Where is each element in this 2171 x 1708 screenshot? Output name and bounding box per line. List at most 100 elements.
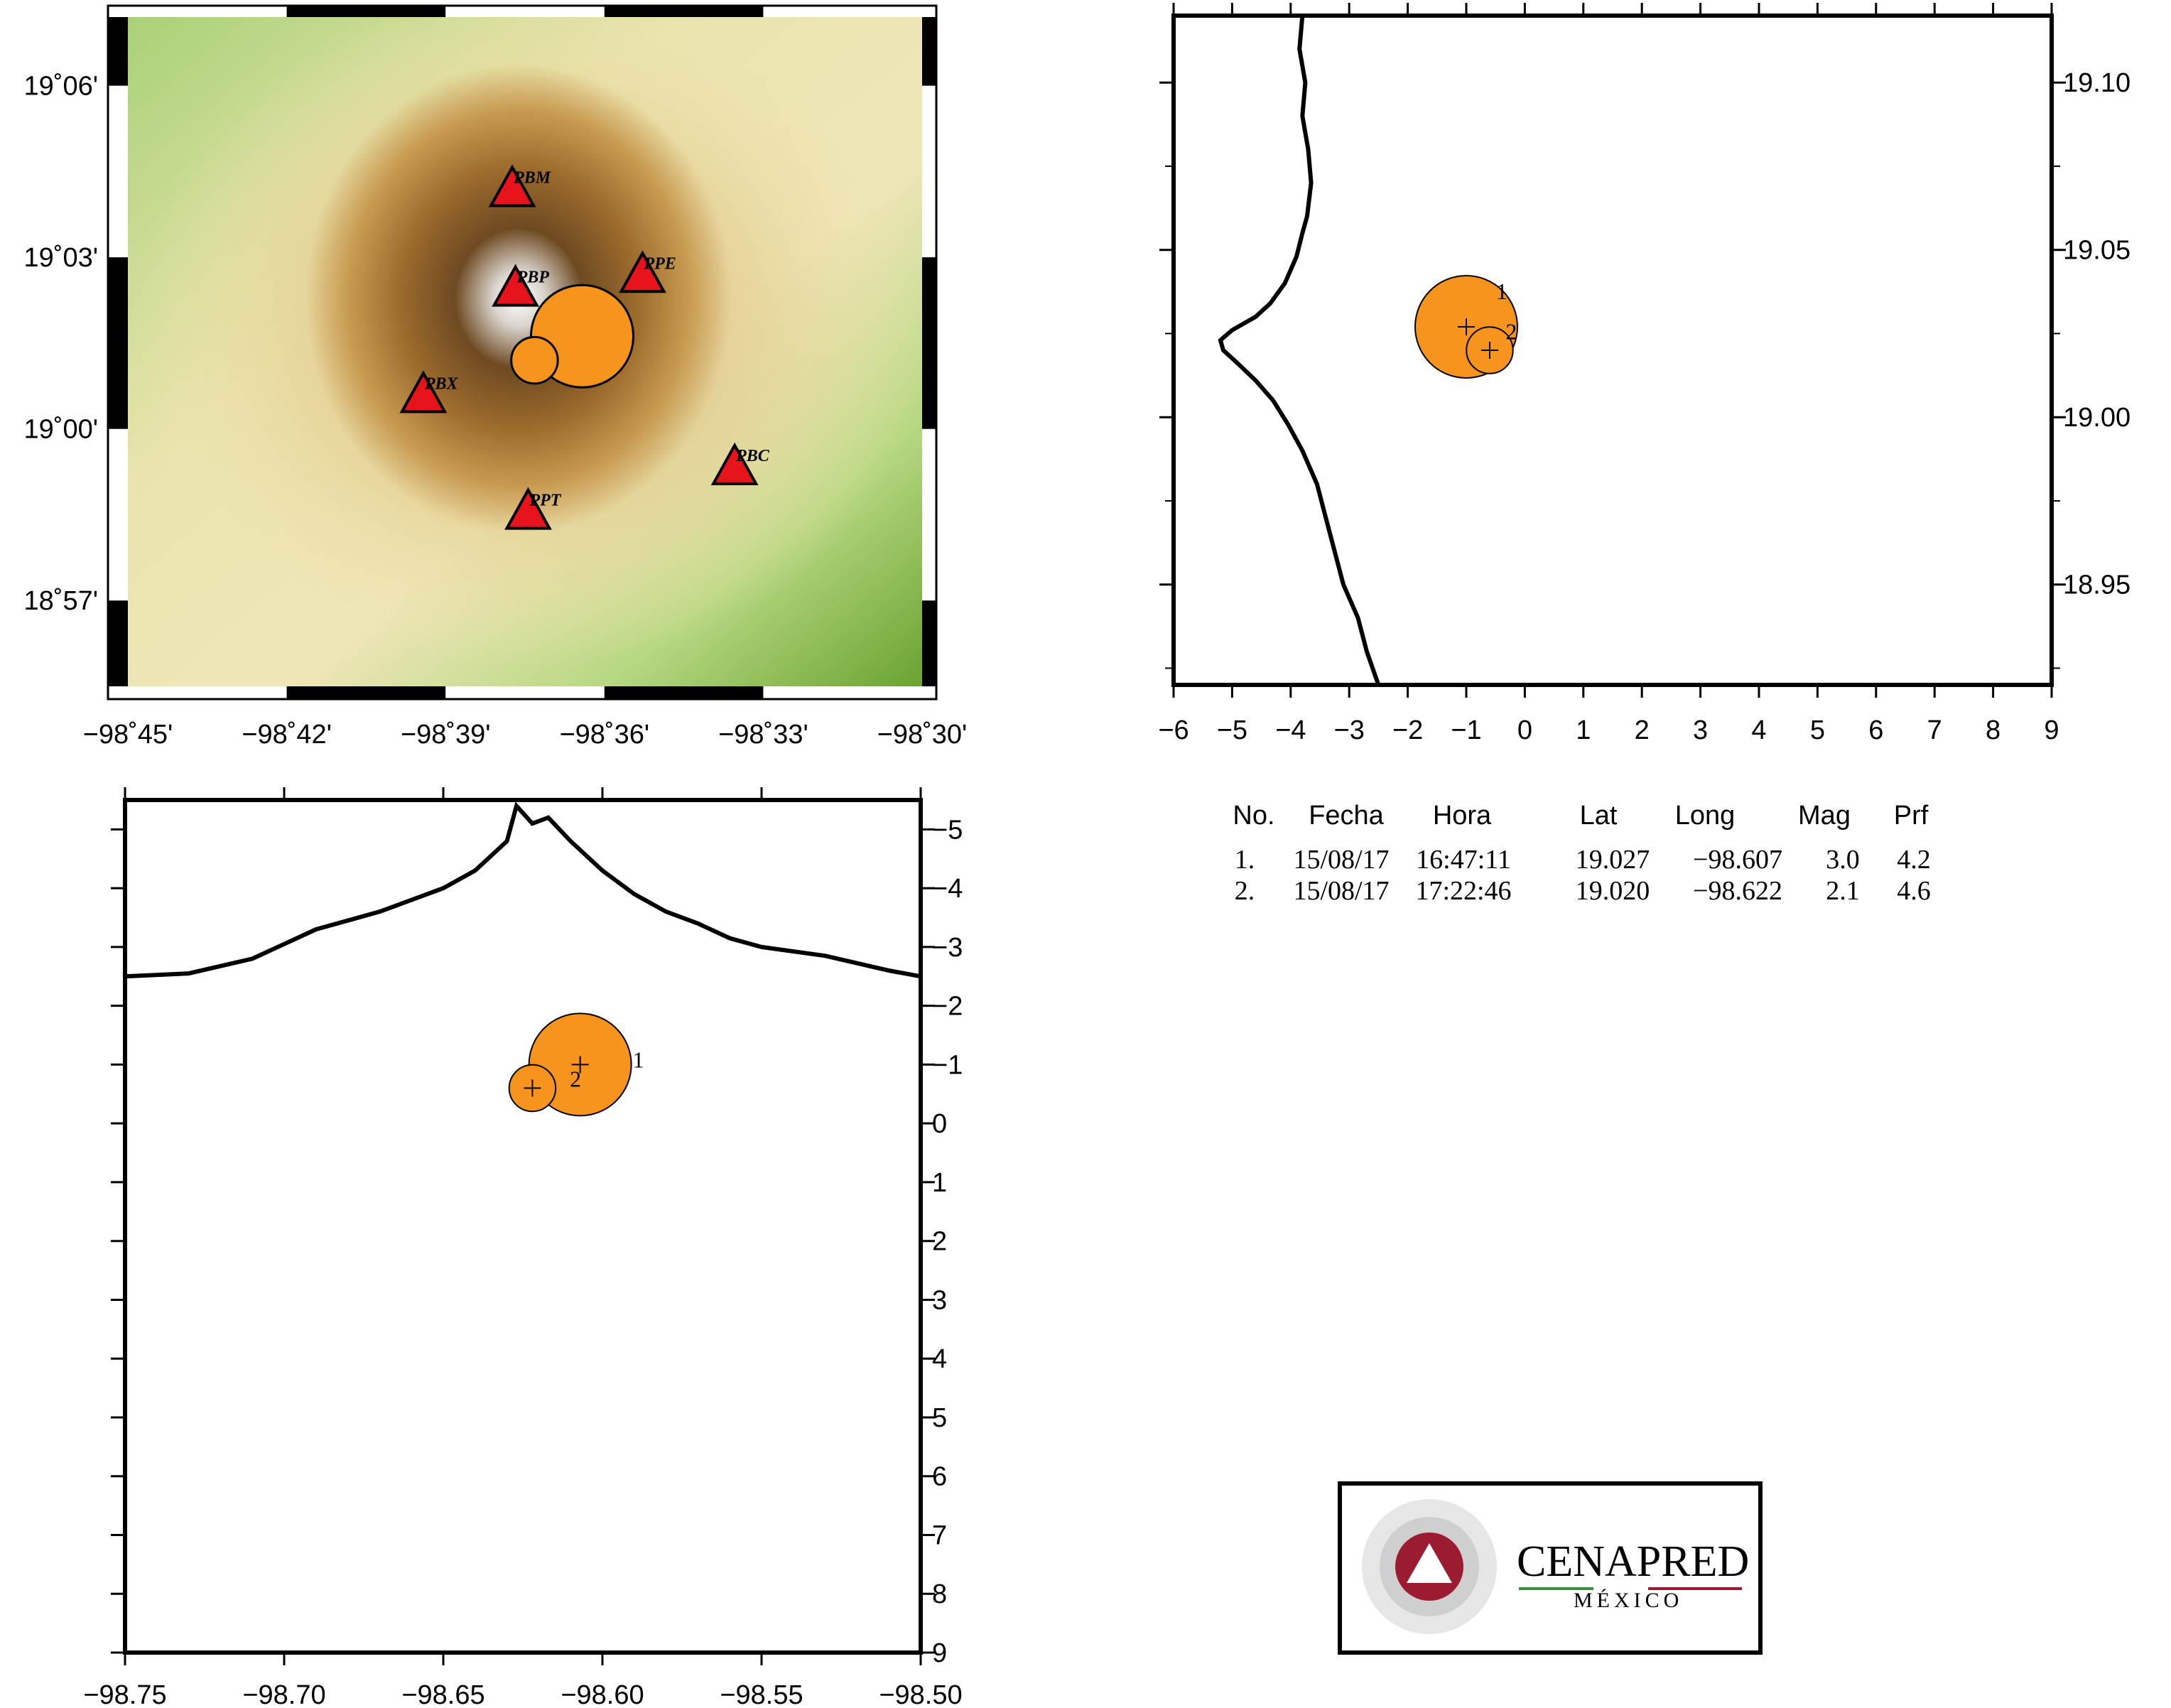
- lon-x-tick-label: −98.55: [720, 1680, 803, 1708]
- event-circle: [510, 335, 559, 385]
- lon-y-tick-label: −1: [932, 1050, 963, 1080]
- map-x-tick-label: −98˚36': [559, 720, 649, 750]
- lat-topography-profile: [1218, 15, 1381, 686]
- lat-y-tick-label: 19.00: [2063, 403, 2131, 433]
- table-cell: 1.: [1235, 845, 1255, 875]
- table-cell: 4.6: [1897, 876, 1931, 906]
- table-cell: 17:22:46: [1415, 876, 1511, 906]
- table-cell: 16:47:11: [1416, 845, 1511, 875]
- lon-x-tick-label: −98.65: [401, 1680, 484, 1708]
- lon-plot-frame: [123, 798, 923, 1655]
- event-label: 1: [1496, 279, 1507, 304]
- table-header-cell: Lat: [1580, 801, 1618, 831]
- lat-plot-frame: [1171, 13, 2054, 687]
- map-x-tick-label: −98˚39': [401, 720, 491, 750]
- lat-x-tick-label: 7: [1927, 715, 1942, 745]
- cenapred-logo: CENAPRED MÉXICO: [1338, 1481, 1763, 1655]
- event-table: No. Fecha Hora Lat Long Mag Prf 1. 15/08/17 16:47…: [1233, 801, 1930, 906]
- table-header-cell: Prf: [1894, 801, 1929, 831]
- station-label: PBM: [513, 169, 552, 188]
- event-label: 2: [570, 1066, 581, 1092]
- lon-y-tick-label: 8: [932, 1579, 947, 1609]
- lon-y-tick-label: −3: [932, 933, 963, 963]
- frame-segment-left: [108, 600, 128, 686]
- event-cross: [1458, 318, 1475, 336]
- lat-x-tick-label: 3: [1693, 715, 1708, 745]
- lat-x-tick-label: 5: [1810, 715, 1825, 745]
- station-marker: [619, 250, 666, 293]
- table-cell: 4.2: [1897, 845, 1931, 875]
- frame-segment-top: [604, 6, 764, 17]
- table-header-cell: Fecha: [1309, 801, 1384, 831]
- station-marker: [488, 164, 536, 207]
- map-x-tick-label: −98˚33': [718, 720, 808, 750]
- lon-y-tick-label: 0: [932, 1109, 947, 1139]
- lat-x-tick-label: 1: [1576, 715, 1591, 745]
- table-cell: 19.020: [1576, 876, 1650, 906]
- lat-y-tick-label: 19.10: [2063, 68, 2131, 98]
- lat-x-tick-label: −6: [1158, 715, 1189, 745]
- latitude-section-panel: −6 −5 −4 −3 −2 −1 0 1 2 3 4 5 6 7 8 9 19.10 19.05 19.00 18.…: [1158, 3, 2131, 745]
- lat-x-tick-label: 4: [1751, 715, 1766, 745]
- station-label: PBC: [735, 447, 770, 465]
- map-panel: −98˚45' −98˚42' −98˚39' −98˚36' −98˚33' −98˚3…: [24, 4, 968, 750]
- lon-y-tick-label: −4: [932, 874, 963, 904]
- table-header-cell: Long: [1675, 801, 1736, 831]
- frame-segment-bottom: [604, 686, 764, 699]
- lon-topography-profile: [124, 801, 921, 979]
- table-cell: 2.: [1235, 876, 1255, 906]
- event-label: 2: [1505, 318, 1517, 344]
- event-label: 1: [633, 1047, 644, 1072]
- station-label: PBX: [424, 374, 459, 393]
- lon-y-tick-label: 5: [932, 1403, 947, 1433]
- lon-y-tick-label: 3: [932, 1285, 947, 1315]
- lon-x-tick-label: −98.60: [561, 1680, 644, 1708]
- logo-emblem: [1362, 1499, 1497, 1634]
- lon-y-tick-label: 4: [932, 1344, 947, 1374]
- station-marker: [710, 442, 759, 485]
- table-cell: −98.622: [1693, 876, 1782, 906]
- map-x-tick-label: −98˚45': [83, 720, 173, 750]
- frame-segment-left: [108, 257, 128, 429]
- table-cell: −98.607: [1693, 845, 1782, 875]
- map-y-tick-label: 19˚00': [24, 415, 98, 445]
- lat-x-tick-label: −2: [1392, 715, 1423, 745]
- logo-name: CENAPRED: [1517, 1537, 1749, 1586]
- lat-x-tick-label: 8: [1986, 715, 2001, 745]
- station-marker: [399, 370, 448, 414]
- station-marker: [492, 264, 539, 307]
- lon-y-tick-label: 1: [932, 1168, 947, 1198]
- lat-y-tick-label: 19.05: [2063, 236, 2131, 266]
- lon-y-tick-label: 7: [932, 1520, 947, 1550]
- table-header-cell: Mag: [1798, 801, 1851, 831]
- table-header-cell: Hora: [1433, 801, 1492, 831]
- lon-y-tick-label: −5: [932, 815, 963, 845]
- lat-x-tick-label: −3: [1334, 715, 1365, 745]
- lon-x-tick-label: −98.50: [879, 1680, 962, 1708]
- lat-x-tick-label: 0: [1517, 715, 1532, 745]
- station-label: PPT: [529, 492, 561, 510]
- map-x-tick-label: −98˚30': [877, 720, 968, 750]
- frame-segment-right: [922, 600, 936, 686]
- event-cross: [524, 1079, 541, 1097]
- frame-segment-right: [922, 257, 936, 429]
- lon-x-tick-label: −98.70: [242, 1680, 325, 1708]
- lon-y-tick-label: 9: [932, 1638, 947, 1668]
- table-cell: 15/08/17: [1293, 845, 1389, 875]
- lat-x-tick-label: −5: [1217, 715, 1247, 745]
- frame-segment-bottom: [286, 686, 446, 699]
- lon-y-tick-label: 6: [932, 1462, 947, 1492]
- lon-y-tick-label: 2: [932, 1227, 947, 1257]
- lon-y-tick-label: −2: [932, 992, 963, 1022]
- event-cross: [1480, 342, 1498, 359]
- station-label: PBP: [516, 269, 550, 287]
- lat-x-tick-label: −1: [1451, 715, 1481, 745]
- table-cell: 2.1: [1826, 876, 1860, 906]
- station-marker: [504, 487, 552, 530]
- logo-subtitle: MÉXICO: [1574, 1589, 1683, 1612]
- map-y-tick-label: 18˚57': [24, 586, 98, 616]
- lon-x-tick-label: −98.75: [83, 1680, 166, 1708]
- lat-x-tick-label: 2: [1635, 715, 1650, 745]
- map-content: −98˚45' −98˚42' −98˚39' −98˚36' −98˚33' −98˚3…: [24, 72, 968, 750]
- table-cell: 19.027: [1576, 845, 1650, 875]
